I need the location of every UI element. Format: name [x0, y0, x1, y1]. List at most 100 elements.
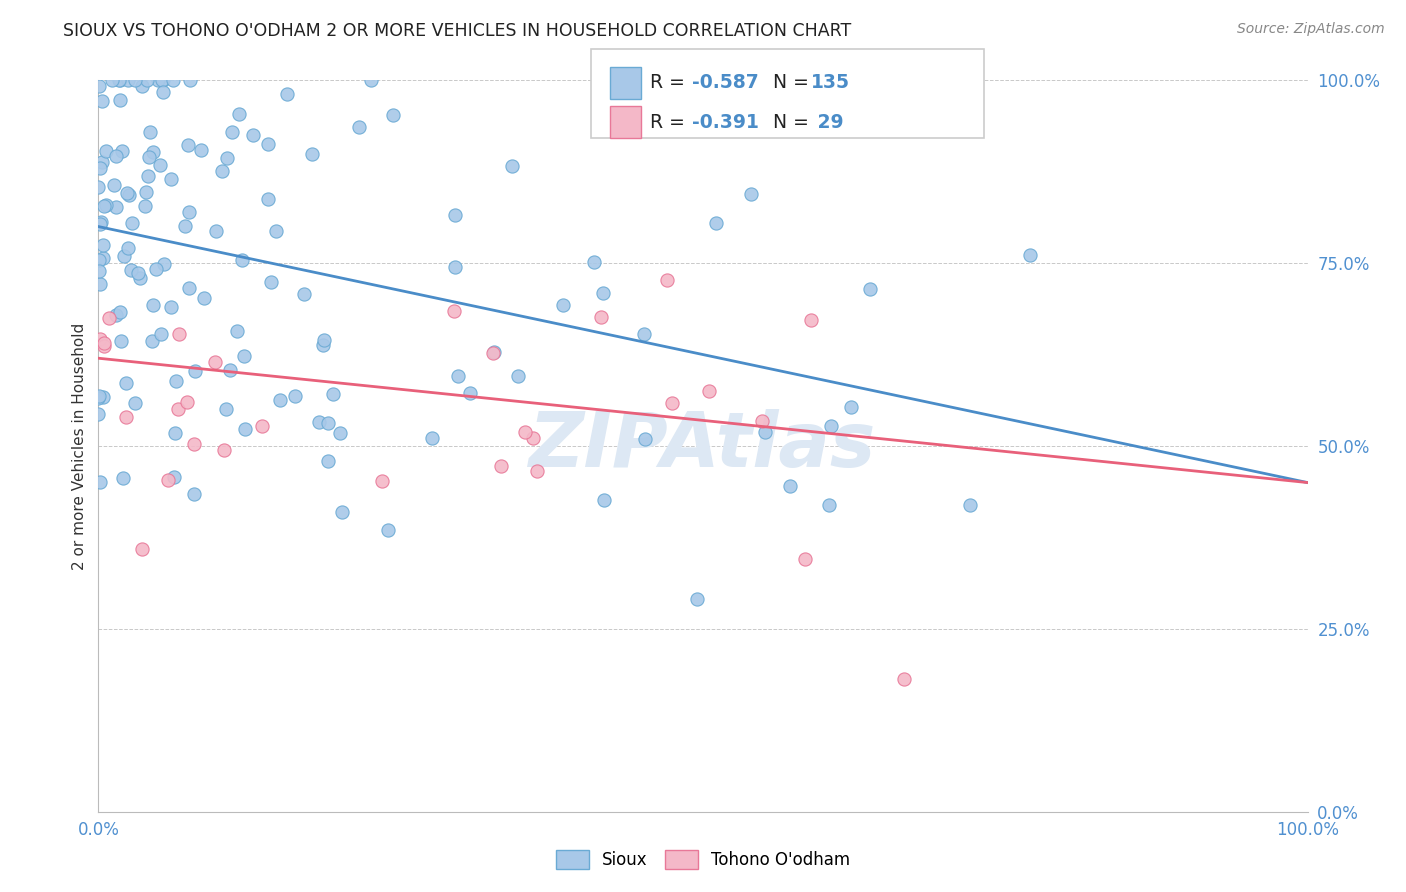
Point — [101, 73, 124, 87]
Point — [89, 161, 111, 176]
Point — [104, 148, 127, 162]
Point — [87, 408, 110, 422]
Point — [142, 145, 165, 159]
Point — [266, 224, 288, 238]
Point — [150, 326, 173, 341]
Text: R =: R = — [650, 73, 690, 93]
Point — [221, 125, 243, 139]
Point — [152, 85, 174, 99]
Point — [655, 273, 678, 287]
Point — [115, 376, 138, 390]
Point — [817, 499, 839, 513]
Point — [371, 474, 394, 488]
Point — [89, 277, 111, 291]
Point — [90, 215, 112, 229]
Text: 29: 29 — [811, 112, 844, 132]
Point — [308, 415, 330, 429]
Point — [149, 158, 172, 172]
Point — [322, 386, 344, 401]
Y-axis label: 2 or more Vehicles in Household: 2 or more Vehicles in Household — [72, 322, 87, 570]
Point — [893, 672, 915, 686]
Text: -0.587: -0.587 — [692, 73, 758, 93]
Point — [482, 344, 505, 359]
Point — [233, 422, 256, 436]
Point — [212, 443, 235, 458]
Point — [135, 185, 157, 199]
Point — [501, 159, 523, 173]
Point — [120, 263, 142, 277]
Point — [349, 120, 371, 135]
Point — [312, 333, 335, 347]
Point — [107, 73, 129, 87]
Point — [443, 304, 465, 318]
Point — [215, 402, 238, 417]
Point — [751, 414, 773, 428]
Point — [94, 145, 117, 159]
Point — [93, 336, 115, 351]
Point — [447, 368, 470, 383]
Point — [312, 338, 335, 352]
Point — [166, 401, 188, 416]
Point — [162, 73, 184, 87]
Point — [87, 388, 110, 402]
Point — [183, 437, 205, 451]
Point — [779, 478, 801, 492]
Point — [127, 266, 149, 280]
Point — [94, 198, 117, 212]
Point — [87, 264, 110, 278]
Point — [513, 425, 536, 439]
Point — [591, 310, 613, 325]
Point — [583, 254, 606, 268]
Point — [489, 459, 512, 474]
Text: -0.391: -0.391 — [692, 112, 759, 132]
Point — [156, 473, 179, 487]
Point — [256, 193, 278, 207]
Point — [163, 470, 186, 484]
Point — [90, 154, 112, 169]
Point — [169, 327, 191, 342]
Point — [152, 73, 174, 87]
Point — [91, 94, 114, 108]
Text: SIOUX VS TOHONO O'ODHAM 2 OR MORE VEHICLES IN HOUSEHOLD CORRELATION CHART: SIOUX VS TOHONO O'ODHAM 2 OR MORE VEHICL… — [63, 22, 852, 40]
Point — [330, 505, 353, 519]
Point — [232, 349, 254, 363]
Text: Source: ZipAtlas.com: Source: ZipAtlas.com — [1237, 22, 1385, 37]
Legend: Sioux, Tohono O'odham: Sioux, Tohono O'odham — [555, 850, 851, 869]
Point — [108, 73, 131, 87]
Point — [91, 251, 114, 265]
Point — [276, 87, 298, 101]
Point — [138, 169, 160, 184]
Point — [174, 219, 197, 233]
Point — [190, 144, 212, 158]
Point — [115, 186, 138, 200]
Point — [87, 391, 110, 405]
Point — [318, 454, 340, 468]
Point — [593, 492, 616, 507]
Point — [89, 217, 111, 231]
Point — [204, 224, 226, 238]
Point — [697, 384, 720, 399]
Point — [793, 551, 815, 566]
Point — [228, 107, 250, 121]
Point — [225, 324, 247, 338]
Point — [89, 333, 111, 347]
Point — [269, 393, 291, 408]
Point — [103, 178, 125, 193]
Point — [121, 216, 143, 230]
Point — [152, 73, 174, 87]
Point — [704, 216, 727, 230]
Text: R =: R = — [650, 112, 690, 132]
Point — [204, 355, 226, 369]
Point — [114, 249, 136, 263]
Point — [145, 261, 167, 276]
Text: N =: N = — [761, 112, 814, 132]
Point — [176, 395, 198, 409]
Point — [146, 73, 169, 87]
Point — [184, 364, 207, 378]
Point — [215, 152, 238, 166]
Point — [458, 385, 481, 400]
Point — [104, 308, 127, 322]
Point — [93, 339, 115, 353]
Point — [87, 252, 110, 267]
Point — [183, 487, 205, 501]
